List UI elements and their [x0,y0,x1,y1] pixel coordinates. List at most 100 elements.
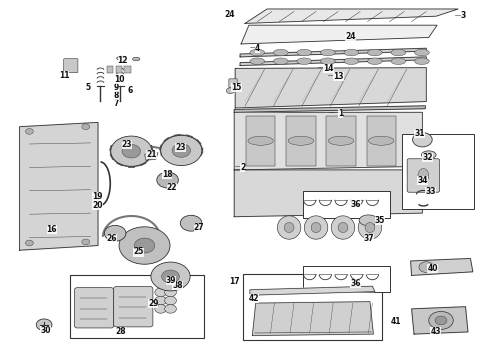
Ellipse shape [273,49,288,56]
Text: 32: 32 [422,153,433,162]
Text: 41: 41 [391,317,401,325]
Text: 30: 30 [40,326,50,335]
Bar [286,116,316,166]
Circle shape [155,296,167,305]
Circle shape [419,262,434,273]
Circle shape [435,316,447,325]
Ellipse shape [391,49,406,56]
Polygon shape [234,106,425,112]
Polygon shape [240,57,426,66]
Text: 1: 1 [338,109,343,118]
Ellipse shape [415,58,429,64]
Ellipse shape [368,49,382,56]
Ellipse shape [277,216,301,239]
Circle shape [25,240,33,246]
Text: 23: 23 [122,140,132,149]
Text: 31: 31 [414,129,424,138]
Circle shape [157,172,178,188]
Circle shape [162,270,179,283]
Ellipse shape [359,215,378,226]
Polygon shape [412,307,468,334]
Circle shape [111,136,152,166]
Bar [116,66,122,73]
Polygon shape [234,170,422,217]
Polygon shape [252,302,373,336]
Ellipse shape [415,49,429,56]
Text: 40: 40 [427,264,438,273]
Circle shape [25,129,33,134]
Polygon shape [235,68,426,108]
FancyBboxPatch shape [64,59,78,73]
Bar [326,116,356,166]
Text: 36: 36 [350,279,361,288]
Circle shape [122,144,141,158]
Ellipse shape [284,222,294,233]
Circle shape [134,238,155,253]
Text: 22: 22 [167,184,177,192]
Circle shape [161,135,202,166]
Bar [402,134,474,209]
Text: 14: 14 [323,64,334,73]
Ellipse shape [297,58,312,64]
Text: 8: 8 [114,91,119,100]
Text: 10: 10 [114,75,124,84]
Polygon shape [241,25,437,44]
FancyBboxPatch shape [114,287,153,327]
Text: 2: 2 [240,163,245,172]
Ellipse shape [248,136,273,145]
Circle shape [119,227,170,264]
Circle shape [429,311,453,329]
Polygon shape [240,48,426,57]
Ellipse shape [344,58,359,64]
Bar [303,191,390,218]
Ellipse shape [288,136,314,145]
Circle shape [413,132,432,147]
Text: 18: 18 [162,170,172,179]
Circle shape [165,288,176,297]
Text: 23: 23 [175,143,186,152]
Text: 33: 33 [425,187,436,196]
Ellipse shape [320,58,335,64]
Text: 5: 5 [86,83,91,92]
Polygon shape [250,286,375,295]
Ellipse shape [391,58,406,64]
Text: 35: 35 [375,216,385,225]
Ellipse shape [132,57,140,61]
Text: 12: 12 [118,56,128,65]
Text: 29: 29 [148,299,158,307]
Bar [70,275,204,338]
Text: 6: 6 [127,86,133,95]
Ellipse shape [421,151,436,159]
Text: 17: 17 [229,277,240,286]
Circle shape [155,288,167,297]
Text: 4: 4 [255,44,260,53]
FancyBboxPatch shape [407,159,440,192]
FancyBboxPatch shape [229,79,237,87]
Text: 25: 25 [133,248,144,256]
Ellipse shape [368,136,394,145]
Text: 15: 15 [231,83,242,91]
Ellipse shape [358,216,382,239]
Text: 20: 20 [92,201,102,210]
Text: 38: 38 [172,281,183,289]
Text: 3: 3 [461,10,466,19]
Ellipse shape [273,58,288,64]
Ellipse shape [338,222,348,233]
Circle shape [82,239,90,245]
Ellipse shape [250,58,265,64]
Text: 7: 7 [114,99,119,108]
Text: 36: 36 [350,200,361,209]
Ellipse shape [304,216,328,239]
Bar [124,66,131,73]
Bar [107,66,113,73]
Ellipse shape [328,136,354,145]
Bar [246,116,275,166]
FancyBboxPatch shape [74,288,114,328]
Polygon shape [20,122,98,250]
Ellipse shape [344,49,359,56]
Circle shape [151,262,190,291]
Ellipse shape [250,49,265,56]
Text: 16: 16 [47,225,57,234]
Bar [303,266,390,292]
Text: 28: 28 [115,327,126,336]
